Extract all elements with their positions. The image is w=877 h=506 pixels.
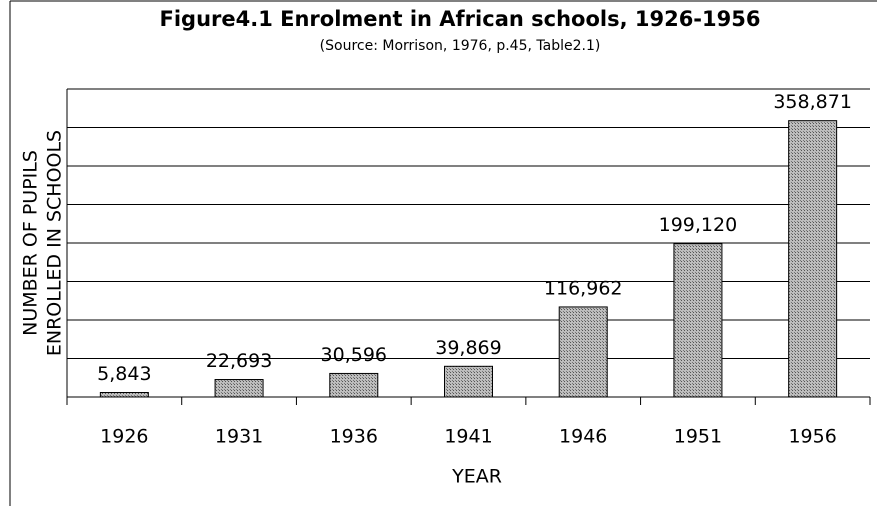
bar bbox=[788, 120, 838, 398]
bar bbox=[673, 243, 723, 398]
y-axis-label: ENROLLED IN SCHOOLS bbox=[44, 130, 66, 356]
chart-title: Figure4.1 Enrolment in African schools, … bbox=[160, 7, 761, 31]
x-tick-label: 1936 bbox=[330, 426, 378, 448]
x-tick-label: 1926 bbox=[100, 426, 148, 448]
x-tick-label: 1956 bbox=[788, 426, 836, 448]
bar bbox=[444, 365, 493, 398]
bar bbox=[214, 379, 264, 398]
bar bbox=[329, 372, 379, 398]
data-label: 116,962 bbox=[544, 277, 623, 299]
data-label: 199,120 bbox=[659, 214, 738, 236]
data-label: 5,843 bbox=[97, 363, 151, 385]
x-tick-label: 1931 bbox=[215, 426, 263, 448]
data-label: 30,596 bbox=[321, 344, 387, 366]
x-tick-label: 1941 bbox=[444, 426, 492, 448]
data-label: 39,869 bbox=[435, 337, 501, 359]
bar bbox=[99, 392, 149, 398]
x-tick-label: 1951 bbox=[674, 426, 722, 448]
y-axis-label: NUMBER OF PUPILS bbox=[20, 150, 42, 336]
chart-subtitle: (Source: Morrison, 1976, p.45, Table2.1) bbox=[320, 38, 601, 54]
data-label: 22,693 bbox=[206, 350, 272, 372]
x-tick-label: 1946 bbox=[559, 426, 607, 448]
bar bbox=[558, 306, 608, 398]
x-axis-label: YEAR bbox=[451, 466, 502, 488]
data-label: 358,871 bbox=[773, 91, 852, 113]
